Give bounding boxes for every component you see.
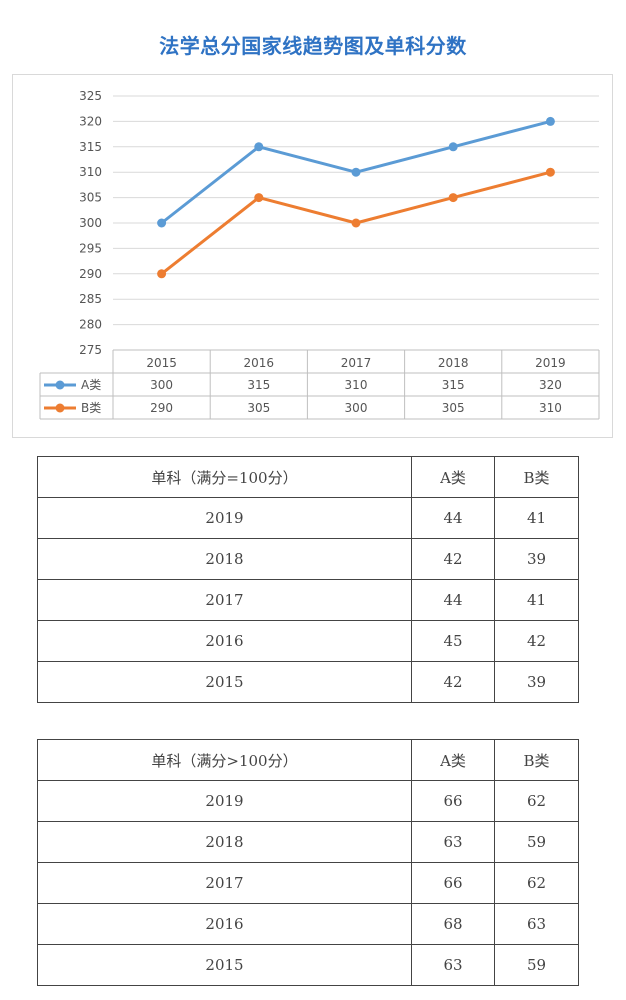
y-tick-label: 290 <box>79 267 102 281</box>
x-tick-label: 2018 <box>438 356 469 370</box>
y-tick-label: 315 <box>79 140 102 154</box>
data-label: 290 <box>150 401 173 415</box>
table-cell: 2018 <box>37 538 412 580</box>
data-label: 300 <box>345 401 368 415</box>
table-row: 2017 66 62 <box>37 862 579 904</box>
y-tick-label: 320 <box>79 114 102 128</box>
y-tick-label: 295 <box>79 241 102 255</box>
table-row: 2016 68 63 <box>37 903 579 945</box>
table-header-cell: A类 <box>411 739 495 781</box>
legend-key-marker <box>55 380 65 390</box>
legend-label: B类 <box>81 401 101 415</box>
table-cell: 62 <box>494 862 579 904</box>
table-cell: 42 <box>411 538 495 580</box>
data-point <box>545 116 555 126</box>
table-cell: 2019 <box>37 497 412 539</box>
table-header-cell: A类 <box>411 456 495 498</box>
table-header-cell: B类 <box>494 456 579 498</box>
y-tick-label: 310 <box>79 165 102 179</box>
table-cell: 42 <box>411 661 495 703</box>
table-cell: 63 <box>494 903 579 945</box>
x-tick-label: 2017 <box>341 356 372 370</box>
table-cell: 2016 <box>37 620 412 662</box>
x-tick-label: 2016 <box>244 356 275 370</box>
table-row: 2017 44 41 <box>37 579 579 621</box>
data-point <box>545 167 555 177</box>
table-cell: 63 <box>411 944 495 986</box>
table-cell: 41 <box>494 497 579 539</box>
table-row: 2019 44 41 <box>37 497 579 539</box>
chart-panel: 275 280 285 290 295 300 305 310 315 320 325 2015 201… <box>12 74 613 438</box>
table-cell: 62 <box>494 780 579 822</box>
table-row: 2015 63 59 <box>37 944 579 986</box>
table-cell: 2019 <box>37 780 412 822</box>
data-point <box>157 218 167 228</box>
data-label: 305 <box>442 401 465 415</box>
table-cell: 59 <box>494 944 579 986</box>
table-cell: 2015 <box>37 661 412 703</box>
data-label: 315 <box>442 378 465 392</box>
table-cell: 39 <box>494 538 579 580</box>
table-row: 2018 63 59 <box>37 821 579 863</box>
table-cell: 2017 <box>37 862 412 904</box>
table-cell: 2015 <box>37 944 412 986</box>
legend-key-marker <box>55 403 65 413</box>
table-cell: 44 <box>411 497 495 539</box>
table-cell: 68 <box>411 903 495 945</box>
data-label: 315 <box>247 378 270 392</box>
table-cell: 2018 <box>37 821 412 863</box>
y-tick-label: 305 <box>79 191 102 205</box>
table-cell: 66 <box>411 862 495 904</box>
table-cell: 41 <box>494 579 579 621</box>
table-row: 2018 42 39 <box>37 538 579 580</box>
table-cell: 44 <box>411 579 495 621</box>
x-tick-label: 2019 <box>535 356 566 370</box>
table-cell: 2016 <box>37 903 412 945</box>
table-header-cell: 单科（满分=100分） <box>37 456 412 498</box>
data-point <box>157 269 167 279</box>
table-header-row: 单科（满分=100分） A类 B类 <box>37 456 579 498</box>
data-point <box>448 193 458 203</box>
data-label: 310 <box>345 378 368 392</box>
table-row: 2019 66 62 <box>37 780 579 822</box>
table-cell: 63 <box>411 821 495 863</box>
y-tick-label: 300 <box>79 216 102 230</box>
y-tick-label: 325 <box>79 89 102 103</box>
data-point <box>254 193 264 203</box>
data-label: 310 <box>539 401 562 415</box>
data-point <box>254 142 264 152</box>
legend-label: A类 <box>81 378 101 392</box>
data-point <box>448 142 458 152</box>
x-tick-label: 2015 <box>146 356 177 370</box>
data-point <box>351 218 361 228</box>
table-header-cell: 单科（满分>100分） <box>37 739 412 781</box>
y-tick-label: 285 <box>79 292 102 306</box>
data-label: 300 <box>150 378 173 392</box>
table-cell: 45 <box>411 620 495 662</box>
table-cell: 2017 <box>37 579 412 621</box>
y-tick-label: 275 <box>79 343 102 357</box>
table-cell: 39 <box>494 661 579 703</box>
table-cell: 42 <box>494 620 579 662</box>
data-label: 320 <box>539 378 562 392</box>
y-tick-label: 280 <box>79 318 102 332</box>
table-row: 2016 45 42 <box>37 620 579 662</box>
single-subject-table-100: 单科（满分=100分） A类 B类 2019 44 41 2018 42 39 2017 44 41 2… <box>37 456 579 703</box>
table-header-row: 单科（满分>100分） A类 B类 <box>37 739 579 781</box>
table-row: 2015 42 39 <box>37 661 579 703</box>
line-chart: 275 280 285 290 295 300 305 310 315 320 325 2015 201… <box>39 89 600 420</box>
table-cell: 66 <box>411 780 495 822</box>
single-subject-table-over-100: 单科（满分>100分） A类 B类 2019 66 62 2018 63 59 2017 66 62 2… <box>37 739 579 986</box>
table-cell: 59 <box>494 821 579 863</box>
data-label: 305 <box>247 401 270 415</box>
data-point <box>351 167 361 177</box>
table-header-cell: B类 <box>494 739 579 781</box>
page-title: 法学总分国家线趋势图及单科分数 <box>159 34 467 58</box>
